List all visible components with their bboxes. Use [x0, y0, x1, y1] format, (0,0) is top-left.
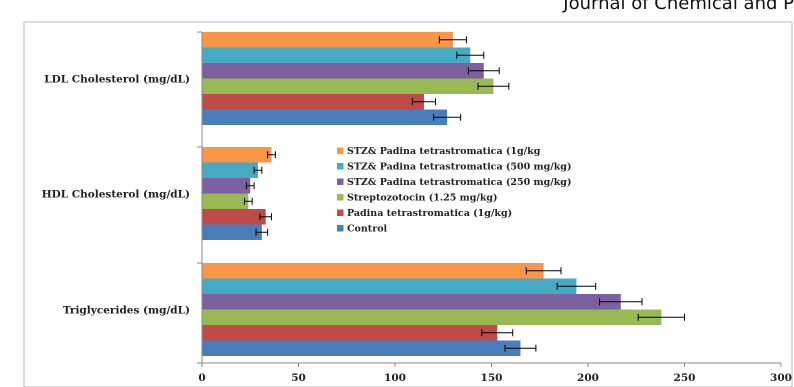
x-tick-label: 250: [674, 372, 696, 384]
legend-label: STZ& Padina tetrastromatica (500 mg/kg): [347, 162, 571, 173]
x-tick-label: 100: [384, 372, 406, 384]
x-tick-label: 300: [770, 372, 792, 384]
bar: [202, 78, 494, 94]
bar: [202, 162, 258, 178]
legend-swatch: [337, 194, 344, 201]
bar: [202, 47, 471, 63]
legend-label: Padina tetrastromatica (1g/kg): [347, 208, 512, 219]
x-tick-label: 0: [198, 372, 205, 384]
bar: [202, 309, 662, 325]
x-tick-label: 150: [481, 372, 503, 384]
bar: [202, 294, 621, 310]
bar: [202, 278, 577, 294]
bar: [202, 340, 521, 356]
legend-swatch: [337, 147, 344, 154]
legend-swatch: [337, 163, 344, 170]
legend-swatch: [337, 225, 344, 232]
category-label: LDL Cholesterol (mg/dL): [44, 74, 190, 86]
bar: [202, 224, 262, 240]
legend-label: Control: [347, 224, 388, 235]
bar: [202, 193, 249, 209]
legend-swatch: [337, 209, 344, 216]
bar: [202, 63, 484, 79]
bar: [202, 325, 498, 341]
legend-label: STZ& Padina tetrastromatica (1g/kg: [347, 146, 541, 157]
x-tick-label: 200: [577, 372, 599, 384]
bar: [202, 94, 424, 110]
legend-swatch: [337, 178, 344, 185]
journal-header-text: Journal of Chemical and P: [563, 0, 794, 14]
category-label: Triglycerides (mg/dL): [63, 305, 190, 317]
bar: [202, 178, 251, 194]
bar: [202, 209, 266, 225]
x-tick-label: 50: [291, 372, 306, 384]
bar: [202, 32, 453, 48]
bar: [202, 147, 272, 163]
category-label: HDL Cholesterol (mg/dL): [42, 189, 190, 201]
chart-frame: [23, 21, 793, 387]
legend-label: Streptozotocin (1.25 mg/kg): [347, 193, 498, 204]
bar: [202, 263, 544, 279]
legend-label: STZ& Padina tetrastromatica (250 mg/kg): [347, 177, 571, 188]
bar: [202, 109, 448, 125]
